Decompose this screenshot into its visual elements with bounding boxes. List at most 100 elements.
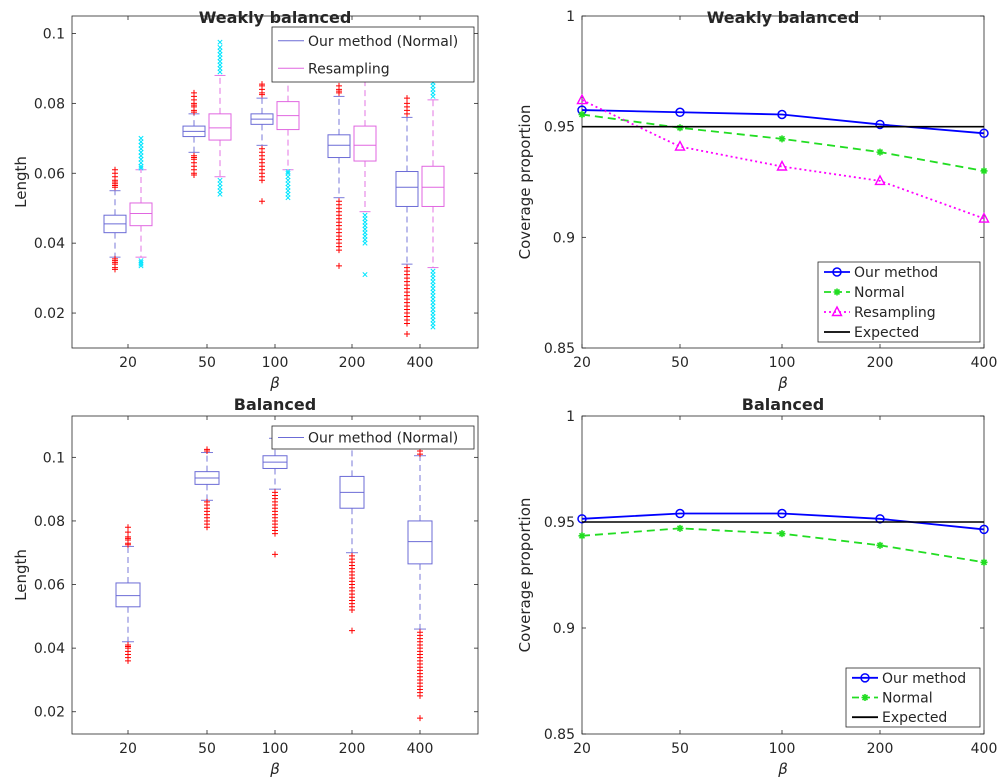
series-marker xyxy=(979,128,989,139)
outlier-point xyxy=(430,324,436,330)
outlier-point xyxy=(138,261,144,267)
x-tick-label: 50 xyxy=(671,741,689,757)
x-tick-label: 100 xyxy=(262,741,289,757)
series-marker xyxy=(777,508,787,519)
outlier-point xyxy=(217,39,223,45)
x-tick-label: 100 xyxy=(262,355,289,371)
series-marker xyxy=(578,110,586,118)
x-axis-label: β xyxy=(269,760,280,778)
box xyxy=(395,171,419,207)
outlier-point xyxy=(125,524,131,531)
chart-title: Balanced xyxy=(742,395,824,414)
x-tick-label: 200 xyxy=(867,355,894,371)
box-plot xyxy=(407,447,433,722)
legend-box xyxy=(817,261,981,343)
x-axis-label: β xyxy=(777,760,788,778)
series-marker xyxy=(778,530,786,538)
legend-label: Our method (Normal) xyxy=(308,34,458,50)
line-series-2 xyxy=(578,524,988,566)
series-marker xyxy=(980,167,988,175)
legend-marker xyxy=(860,673,870,683)
series-marker xyxy=(675,508,685,519)
legend-marker xyxy=(831,305,843,317)
line-series-2 xyxy=(578,110,988,175)
legend: Our method (Normal) Resampling xyxy=(271,26,475,83)
box-plot xyxy=(182,89,206,179)
legend-label: Normal xyxy=(882,691,933,707)
box-plot xyxy=(395,95,419,338)
outlier-point xyxy=(404,100,410,107)
legend-label: Our method xyxy=(854,265,938,281)
panel-4: Balanced 0.85 0.9 0.95 1 20 50 100 200 400 β Covera… xyxy=(516,395,997,778)
outlier-point xyxy=(217,44,223,51)
box xyxy=(353,125,377,162)
box-plot xyxy=(339,431,365,634)
box-plot xyxy=(115,524,141,664)
y-tick-label: 0.95 xyxy=(544,120,575,136)
outlier-point xyxy=(349,627,355,634)
legend-marker xyxy=(861,694,869,701)
y-tick-label: 0.02 xyxy=(34,705,65,721)
series-marker xyxy=(980,558,988,566)
series-marker xyxy=(874,174,886,186)
outlier-point xyxy=(336,247,342,254)
outlier-point xyxy=(125,657,131,664)
y-tick-label: 0.08 xyxy=(34,96,65,112)
box-series-1 xyxy=(115,431,433,722)
series-marker xyxy=(978,212,990,223)
outlier-point xyxy=(336,262,342,269)
outlier-point xyxy=(191,89,197,96)
series-marker xyxy=(778,135,786,143)
series-marker xyxy=(675,107,685,118)
outlier-point xyxy=(112,255,118,262)
box-plot xyxy=(129,135,153,269)
outlier-point xyxy=(191,172,197,179)
legend-label: Our method (Normal) xyxy=(308,431,458,447)
box xyxy=(208,113,232,141)
series-marker xyxy=(876,148,884,156)
y-tick-label: 0.06 xyxy=(34,166,65,182)
y-tick-label: 0.9 xyxy=(553,621,575,637)
x-tick-label: 200 xyxy=(339,741,366,757)
x-axis-label: β xyxy=(269,374,280,392)
outlier-point xyxy=(217,191,223,197)
y-tick-label: 0.04 xyxy=(34,641,65,657)
series-marker xyxy=(776,160,788,171)
y-tick-label: 1 xyxy=(566,9,575,25)
outlier-point xyxy=(404,320,410,327)
x-tick-label: 400 xyxy=(407,355,434,371)
y-tick-label: 0.85 xyxy=(544,727,575,743)
outlier-point xyxy=(417,692,423,699)
x-tick-label: 50 xyxy=(198,741,216,757)
outlier-point xyxy=(417,715,423,722)
legend-marker xyxy=(833,288,841,296)
box-plot xyxy=(208,39,232,197)
panel-2: Weakly balanced 0.85 0.9 0.95 1 20 50 100 200 400… xyxy=(516,8,997,392)
box xyxy=(129,202,153,227)
series-marker xyxy=(676,124,684,132)
outlier-point xyxy=(285,195,291,201)
x-tick-label: 100 xyxy=(769,741,796,757)
series-marker xyxy=(577,514,587,524)
outlier-point xyxy=(362,272,368,278)
y-axis-label: Coverage proportion xyxy=(516,498,534,653)
series-marker xyxy=(875,514,885,524)
outlier-point xyxy=(259,177,265,184)
legend-label: Resampling xyxy=(308,61,390,77)
legend-label: Expected xyxy=(882,710,947,726)
chart-title: Weakly balanced xyxy=(707,8,860,27)
y-tick-label: 0.02 xyxy=(34,306,65,322)
chart-title: Balanced xyxy=(234,395,316,414)
box xyxy=(327,134,351,159)
x-tick-label: 400 xyxy=(971,741,998,757)
legend-label: Our method xyxy=(882,671,966,687)
outlier-point xyxy=(138,165,144,171)
legend: Our method Normal Resampling Expected xyxy=(817,261,981,343)
x-tick-label: 400 xyxy=(971,355,998,371)
legend-label: Normal xyxy=(854,285,905,301)
box-plot xyxy=(327,82,351,269)
y-tick-label: 0.06 xyxy=(34,578,65,594)
y-tick-label: 0.04 xyxy=(34,236,65,252)
